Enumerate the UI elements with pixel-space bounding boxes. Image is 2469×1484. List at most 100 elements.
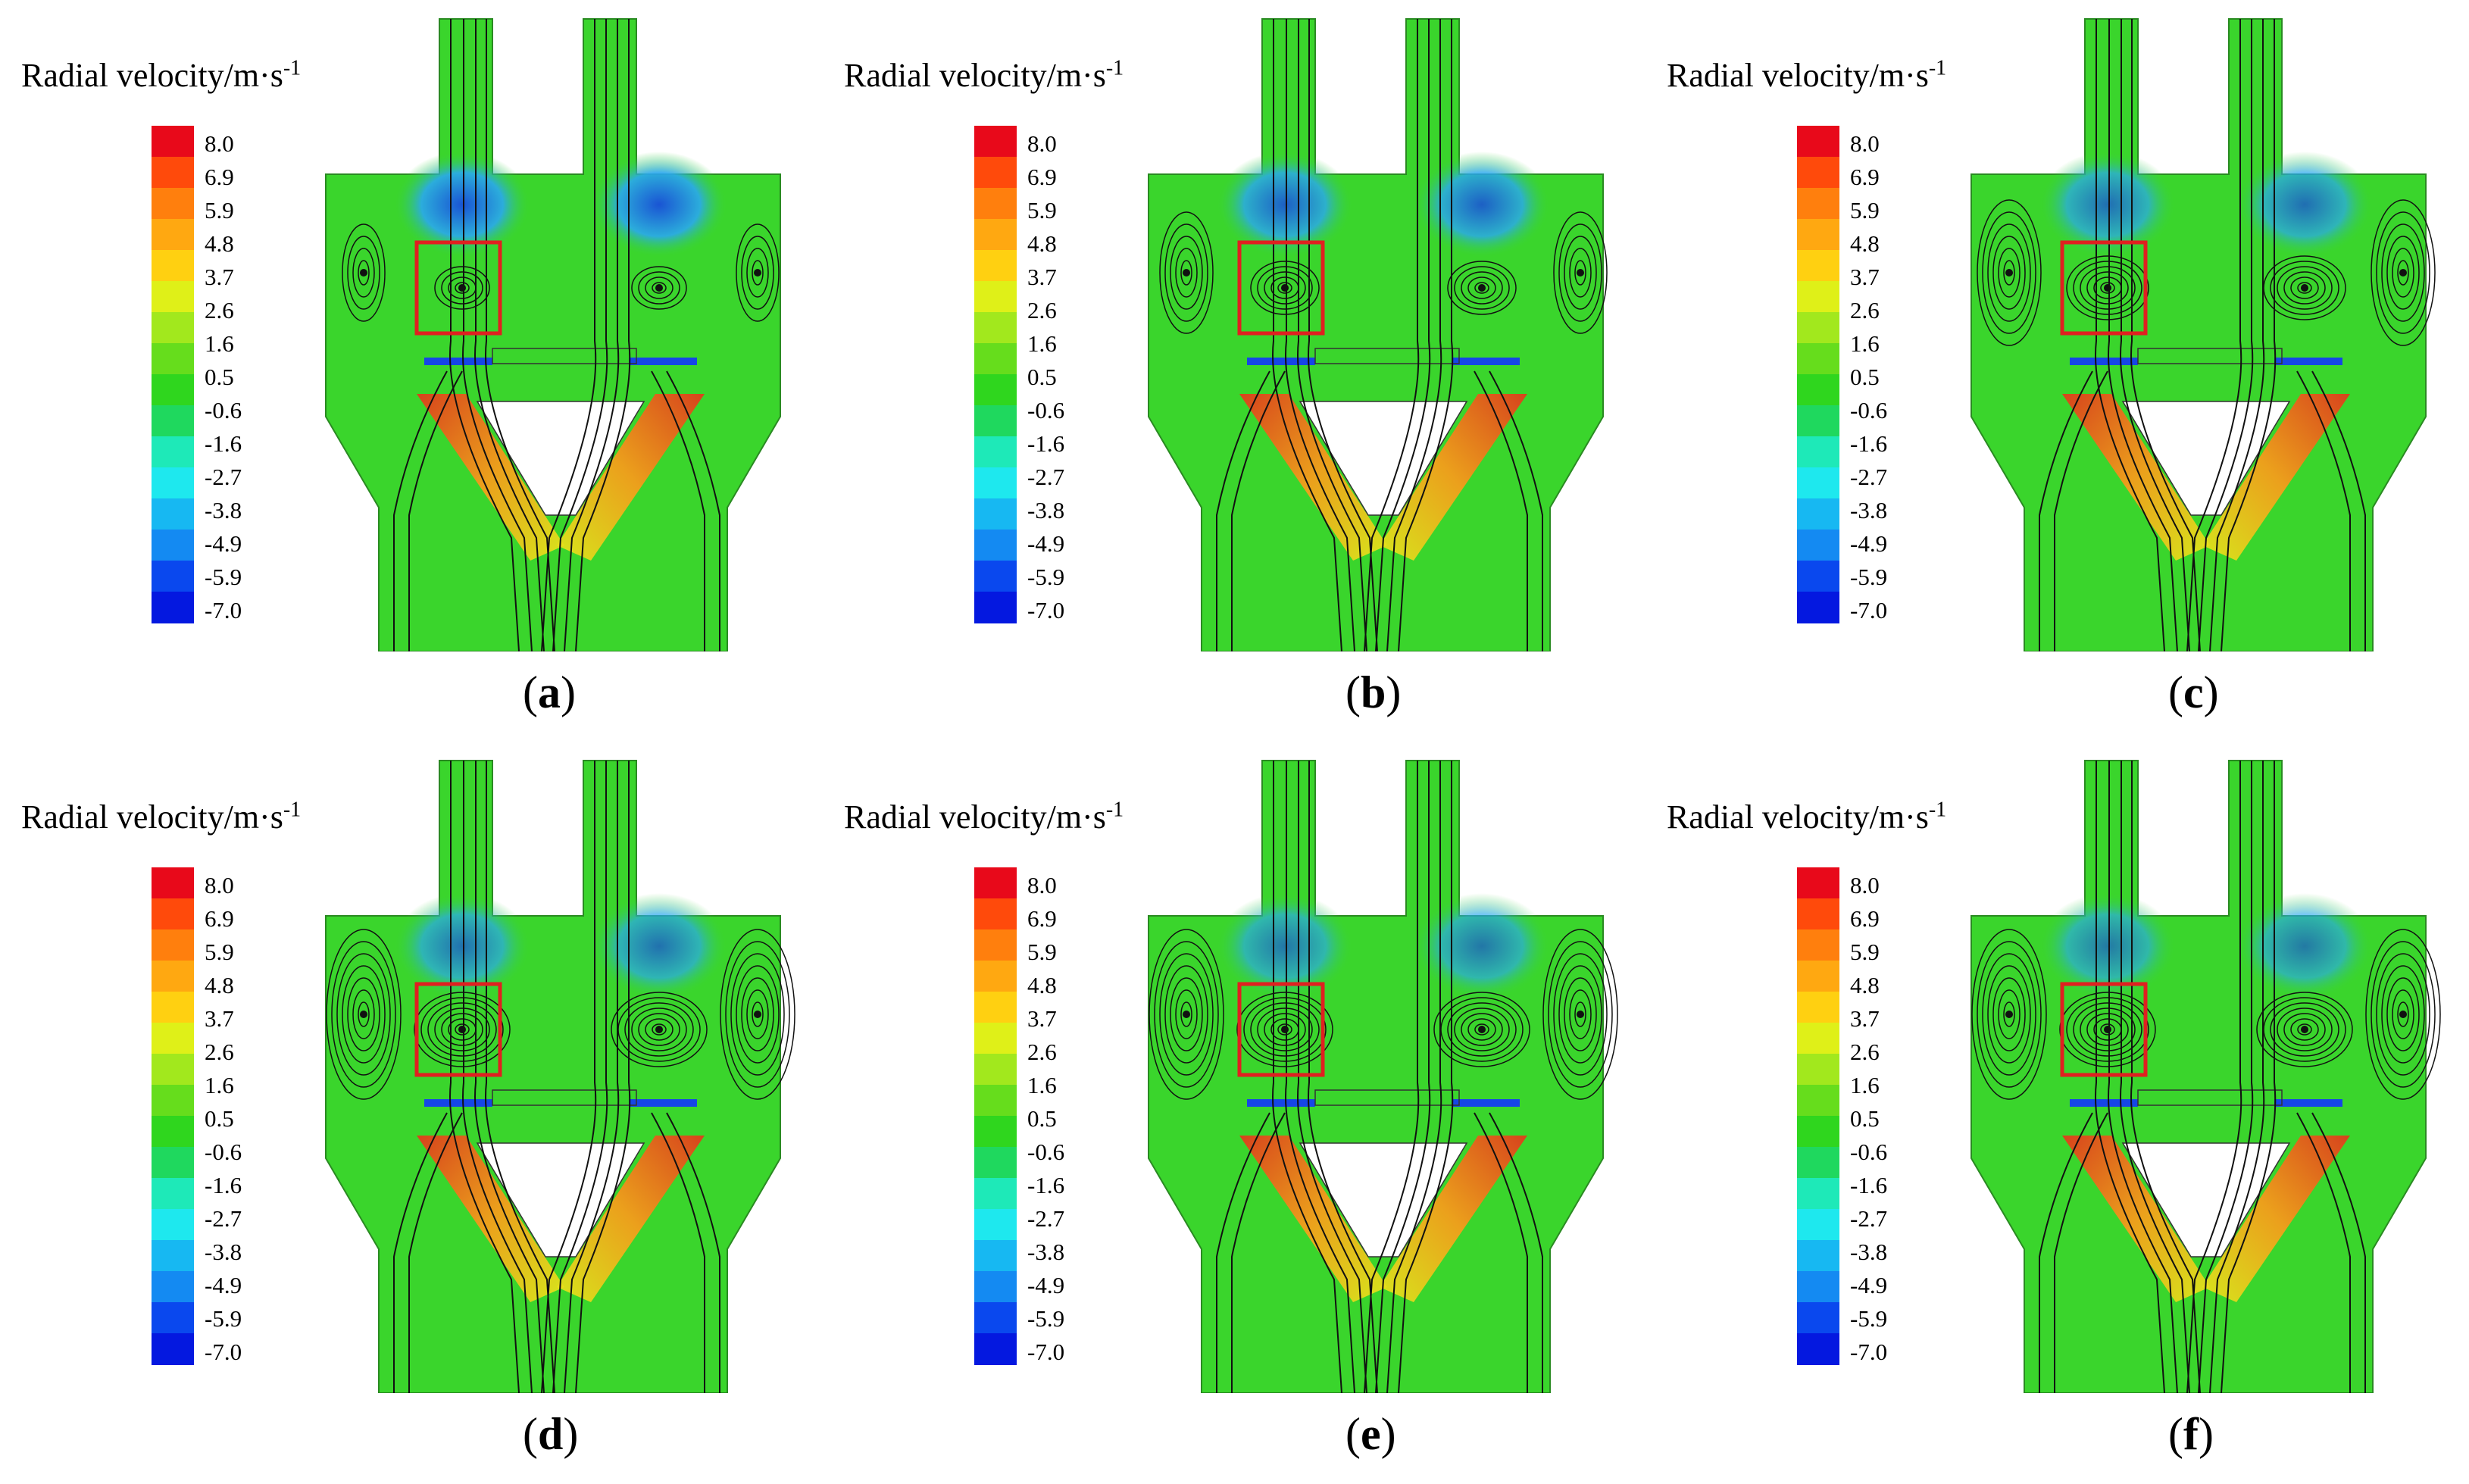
colorbar-tick-label: 6.9 (205, 905, 234, 932)
slot-band-left (2070, 358, 2138, 365)
colorbar-tick-label: 5.9 (1027, 939, 1057, 965)
colorbar-swatch (152, 867, 194, 899)
inlet-vortex (1433, 992, 1530, 1067)
highlight-box (1237, 982, 1325, 1077)
colorbar-swatch (152, 1271, 194, 1303)
colorbar-tick-label: -2.7 (1027, 464, 1065, 490)
colorbar-tick-label: -7.0 (1027, 597, 1065, 623)
colorbar-tick-label: -0.6 (1850, 397, 1888, 423)
colorbar-swatch (1797, 498, 1839, 530)
inlet-vortex (611, 992, 708, 1067)
inlet-vortex (2256, 992, 2353, 1067)
colorbar-tick-label: 2.6 (1027, 1039, 1057, 1065)
colorbar-title-unit-exponent: -1 (283, 798, 302, 822)
colorbar-tick-label: 2.6 (205, 297, 234, 323)
colorbar-swatch (974, 467, 1017, 499)
velocity-contour-plot (1971, 18, 2436, 651)
colorbar-tick-label: -3.8 (1027, 1239, 1065, 1265)
colorbar-tick-label: -2.7 (205, 1205, 242, 1232)
streamlines (2039, 761, 2366, 1393)
low-velocity-zone-right (1414, 893, 1550, 999)
jet-right (557, 1136, 705, 1302)
side-vortex (2371, 199, 2436, 346)
colorbar-tick-label: 0.5 (1027, 364, 1057, 390)
colorbar-swatch (974, 188, 1017, 220)
colorbar-swatch (974, 1302, 1017, 1334)
colorbar-swatch (1797, 1240, 1839, 1272)
colorbar-swatch (152, 343, 194, 375)
colorbar-tick-label: 8.0 (205, 130, 234, 157)
colorbar-swatch (1797, 250, 1839, 282)
colorbar-tick-label: 1.6 (205, 1072, 234, 1098)
splitter-wedge (476, 1142, 645, 1257)
panel-caption-label: c (2183, 667, 2204, 717)
low-velocity-zone-right (2236, 893, 2373, 999)
low-velocity-zone-left (394, 893, 530, 999)
jet-left (1239, 1136, 1387, 1302)
panel-caption-label: a (537, 667, 561, 717)
colorbar-swatch (152, 219, 194, 251)
colorbar-swatch (1797, 1054, 1839, 1086)
streamlines (1216, 19, 1543, 651)
colorbar-tick-label: -5.9 (1027, 564, 1065, 590)
colorbar-swatch (152, 1116, 194, 1148)
colorbar-tick-label: 1.6 (1027, 330, 1057, 357)
slot-band-right (1452, 1099, 1520, 1107)
colorbar-title: Radial velocity/m·s-1 (1667, 56, 1946, 95)
colorbar-tick-label: 4.8 (205, 230, 234, 257)
inlet-vortex (1447, 261, 1517, 315)
colorbar-swatch (974, 929, 1017, 961)
colorbar-tick-label: -0.6 (1027, 1139, 1065, 1165)
colorbar-tick-label: -1.6 (1850, 1172, 1888, 1198)
colorbar-tick-label: 4.8 (1850, 230, 1880, 257)
colorbar-tick-label: -2.7 (1027, 1205, 1065, 1232)
slot-band-right (1452, 358, 1520, 365)
side-vortex (1542, 929, 1618, 1100)
colorbar-swatch (974, 343, 1017, 375)
colorbar-tick-label: -0.6 (1850, 1139, 1888, 1165)
colorbar-swatch (152, 250, 194, 282)
panel-a: Radial velocity/m·s-1 8.0 6.9 5.9 4.8 3.7 2.6 1… (0, 0, 823, 742)
colorbar-tick-label: 2.6 (1850, 1039, 1880, 1065)
colorbar-tick-label: -5.9 (1027, 1305, 1065, 1332)
panel-caption: (e) (1345, 1409, 1396, 1459)
low-velocity-zone-left (2039, 152, 2176, 258)
colorbar-swatch (1797, 561, 1839, 592)
colorbar-swatch (1797, 929, 1839, 961)
side-vortex (2365, 929, 2441, 1100)
low-velocity-zone-right (1414, 152, 1550, 258)
side-vortex (1977, 199, 2042, 346)
side-vortex (1971, 929, 2047, 1100)
inlet-vortex (1250, 261, 1320, 315)
colorbar-swatch (1797, 961, 1839, 992)
colorbar-swatch (974, 1178, 1017, 1210)
colorbar-title-unit-exponent: -1 (1105, 56, 1124, 80)
streamlines (1216, 761, 1543, 1393)
side-vortex (1553, 211, 1608, 334)
splitter-wedge (2121, 401, 2291, 516)
colorbar-swatch (1797, 188, 1839, 220)
side-vortex (1149, 929, 1224, 1100)
inlet-vortex (631, 266, 687, 310)
colorbar (1797, 867, 1839, 1365)
colorbar-tick-label: 8.0 (1027, 130, 1057, 157)
inlet-vortex (2263, 255, 2346, 320)
colorbar-swatch (152, 1054, 194, 1086)
colorbar-swatch (152, 1085, 194, 1117)
colorbar-swatch (1797, 992, 1839, 1023)
colorbar-tick-label: 8.0 (205, 872, 234, 898)
colorbar-title-text: Radial velocity/m·s (844, 798, 1106, 836)
splitter-wedge (2121, 1142, 2291, 1257)
colorbar-swatch (1797, 126, 1839, 158)
streamlines (393, 761, 720, 1393)
panel-caption: (f) (2168, 1409, 2214, 1459)
panel-caption-label: d (537, 1409, 564, 1459)
colorbar-title-text: Radial velocity/m·s (21, 798, 283, 836)
colorbar-swatch (152, 592, 194, 623)
colorbar-swatch (974, 1054, 1017, 1086)
jet-left (417, 1136, 564, 1302)
colorbar-tick-label: -5.9 (205, 564, 242, 590)
colorbar-swatch (974, 1023, 1017, 1054)
colorbar-tick-label: -5.9 (1850, 1305, 1888, 1332)
colorbar-swatch (974, 374, 1017, 406)
